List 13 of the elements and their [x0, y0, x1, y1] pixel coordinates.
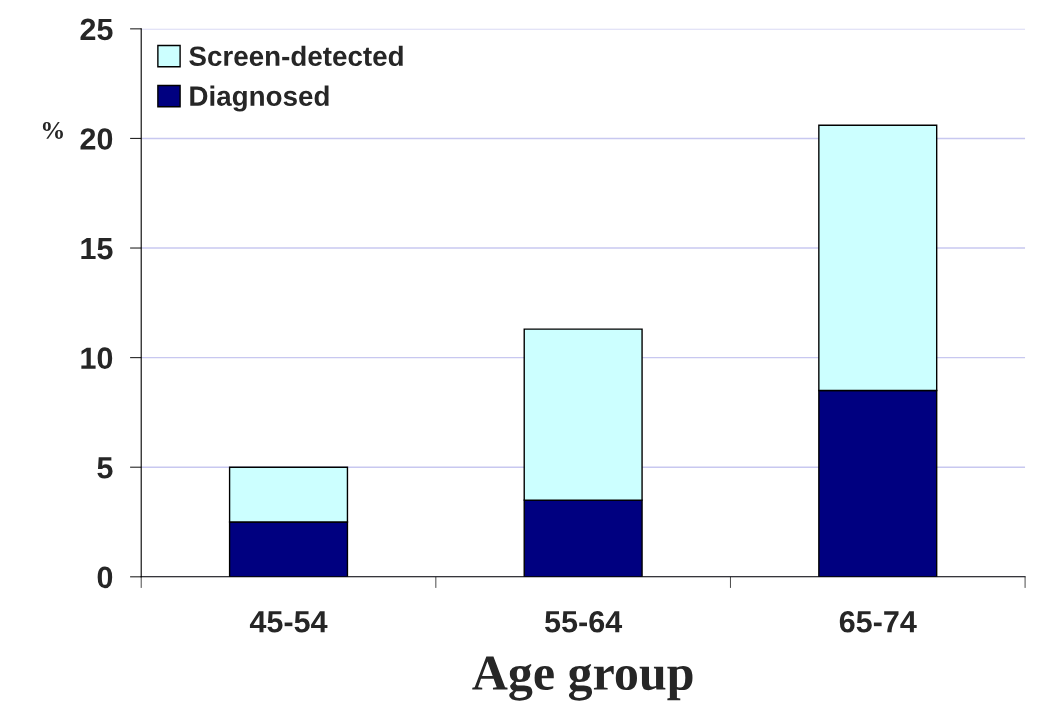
y-tick-label: 15 — [81, 238, 113, 260]
y-tick-label: 25 — [80, 18, 113, 41]
y-tick-label: 10 — [81, 347, 113, 369]
y-axis-title: % — [42, 121, 63, 139]
x-axis-title: Age group — [472, 656, 693, 701]
legend-label: Screen-detected — [189, 45, 403, 67]
y-tick-label: 0 — [97, 566, 113, 589]
y-tick-label: 20 — [80, 128, 113, 150]
y-tick-label: 5 — [97, 457, 113, 479]
x-tick-label: 45-54 — [249, 611, 328, 633]
x-tick-label: 65-74 — [839, 610, 917, 633]
legend-label: Diagnosed — [190, 85, 329, 112]
x-tick-label: 55-64 — [545, 610, 623, 633]
